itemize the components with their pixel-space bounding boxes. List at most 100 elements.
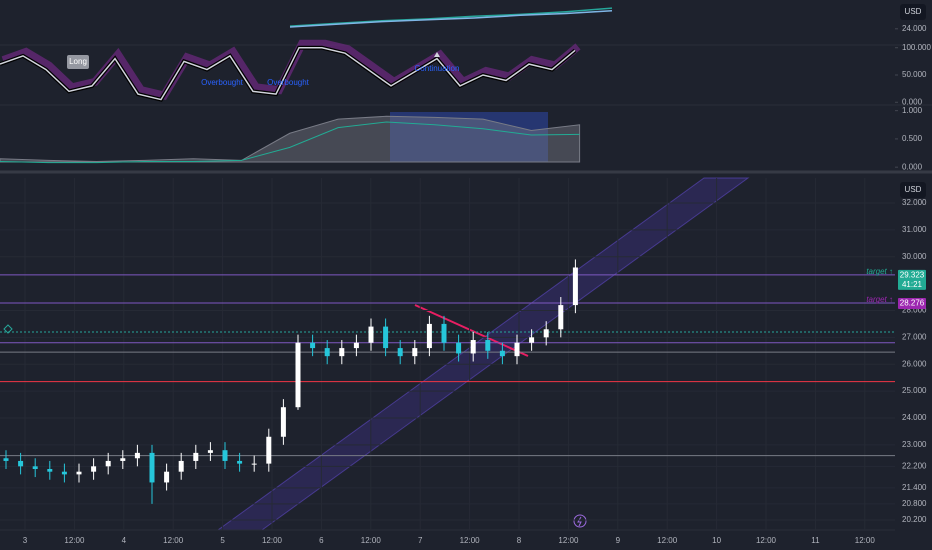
y-tick-label: 20.200	[902, 515, 927, 524]
candle	[572, 259, 578, 314]
candle-body	[47, 469, 53, 472]
x-tick-label: 4	[122, 536, 127, 545]
signal-line	[0, 121, 580, 164]
x-tick-label: 12:00	[262, 536, 283, 545]
currency-badge[interactable]	[900, 4, 926, 20]
candle	[470, 331, 476, 362]
candle-body	[412, 348, 418, 357]
candle-body	[456, 342, 462, 354]
candle	[105, 452, 111, 475]
candle-body	[426, 323, 432, 349]
candle	[207, 442, 213, 461]
candle-body	[499, 350, 505, 357]
x-tick-label: 12:00	[64, 536, 85, 545]
candle	[18, 452, 24, 475]
annotation-badge	[67, 55, 89, 69]
candle-body	[251, 463, 257, 465]
candle-body	[339, 348, 345, 357]
x-tick-label: 5	[220, 536, 225, 545]
candle-body	[529, 337, 535, 343]
y-tick-label: 32.000	[902, 198, 927, 207]
candle-body	[310, 342, 316, 349]
y-tick-label: 20.800	[902, 499, 927, 508]
candle	[295, 334, 301, 410]
y-tick-label: 0.000	[902, 162, 923, 171]
countdown: 41:21	[902, 280, 923, 289]
candle-body	[266, 436, 272, 464]
candle-body	[485, 340, 491, 351]
candle-body	[280, 407, 286, 437]
x-tick-label: 10	[712, 536, 721, 545]
candle-body	[178, 460, 184, 472]
y-tick-label: 24.000	[902, 413, 927, 422]
y-tick-label: 24.000	[902, 24, 927, 33]
y-tick-label: 25.000	[902, 386, 927, 395]
candle	[543, 321, 549, 346]
candle	[164, 463, 170, 491]
candle-body	[383, 326, 389, 349]
x-tick-label: 12:00	[361, 536, 382, 545]
currency-label: USD	[905, 7, 922, 16]
y-tick-label: 0.500	[902, 134, 923, 143]
candle-body	[61, 471, 67, 475]
candle	[441, 315, 447, 351]
candle	[47, 460, 53, 480]
annotation: Overbought	[267, 78, 310, 87]
candle	[353, 334, 359, 357]
candle-body	[543, 329, 549, 338]
candle-body	[368, 326, 374, 343]
candle	[149, 444, 155, 504]
highlight-zone	[390, 112, 548, 162]
candle-body	[295, 342, 301, 408]
y-tick-label: 100.000	[902, 43, 931, 52]
currency-badge[interactable]	[900, 182, 926, 198]
candle-body	[134, 452, 140, 459]
candle-body	[149, 452, 155, 483]
candle	[61, 463, 67, 483]
candle-body	[470, 340, 476, 354]
x-tick-label: 12:00	[657, 536, 678, 545]
candle-body	[397, 348, 403, 357]
candle-body	[105, 460, 111, 467]
x-tick-label: 12:00	[460, 536, 481, 545]
indicator-line	[289, 7, 613, 27]
candle	[383, 318, 389, 357]
candle-body	[120, 458, 126, 461]
candle-body	[237, 460, 243, 464]
x-tick-label: 12:00	[558, 536, 579, 545]
candle	[266, 428, 272, 472]
x-tick-label: 8	[517, 536, 522, 545]
y-tick-label: 27.000	[902, 332, 927, 341]
alert-icon[interactable]	[573, 514, 587, 528]
y-tick-label: 50.000	[902, 70, 927, 79]
y-tick-label: 31.000	[902, 225, 927, 234]
annotation: Overbought	[201, 78, 244, 87]
candle	[324, 340, 330, 365]
trend-line	[414, 304, 529, 357]
candle-body	[76, 471, 82, 475]
candle	[3, 450, 9, 470]
candle-body	[222, 450, 228, 461]
price-tag	[898, 269, 926, 290]
y-tick-label: 30.000	[902, 252, 927, 261]
y-tick-label: 23.000	[902, 440, 927, 449]
price-tag-label: 29.323	[900, 271, 925, 280]
candle	[120, 450, 126, 470]
level-label: target ↑	[866, 295, 893, 304]
x-tick-label: 6	[319, 536, 324, 545]
candle	[456, 334, 462, 362]
annotation: Long	[69, 57, 87, 66]
candle	[529, 329, 535, 351]
candle	[412, 340, 418, 365]
y-tick-label: 21.400	[902, 483, 927, 492]
candle-body	[353, 342, 359, 349]
candle	[178, 452, 184, 480]
candle-body	[207, 450, 213, 453]
candle-body	[441, 323, 447, 343]
x-tick-label: 12:00	[163, 536, 184, 545]
candle-body	[164, 471, 170, 483]
y-tick-label: 26.000	[902, 359, 927, 368]
y-tick-label: 1.000	[902, 106, 923, 115]
candle-body	[18, 460, 24, 467]
